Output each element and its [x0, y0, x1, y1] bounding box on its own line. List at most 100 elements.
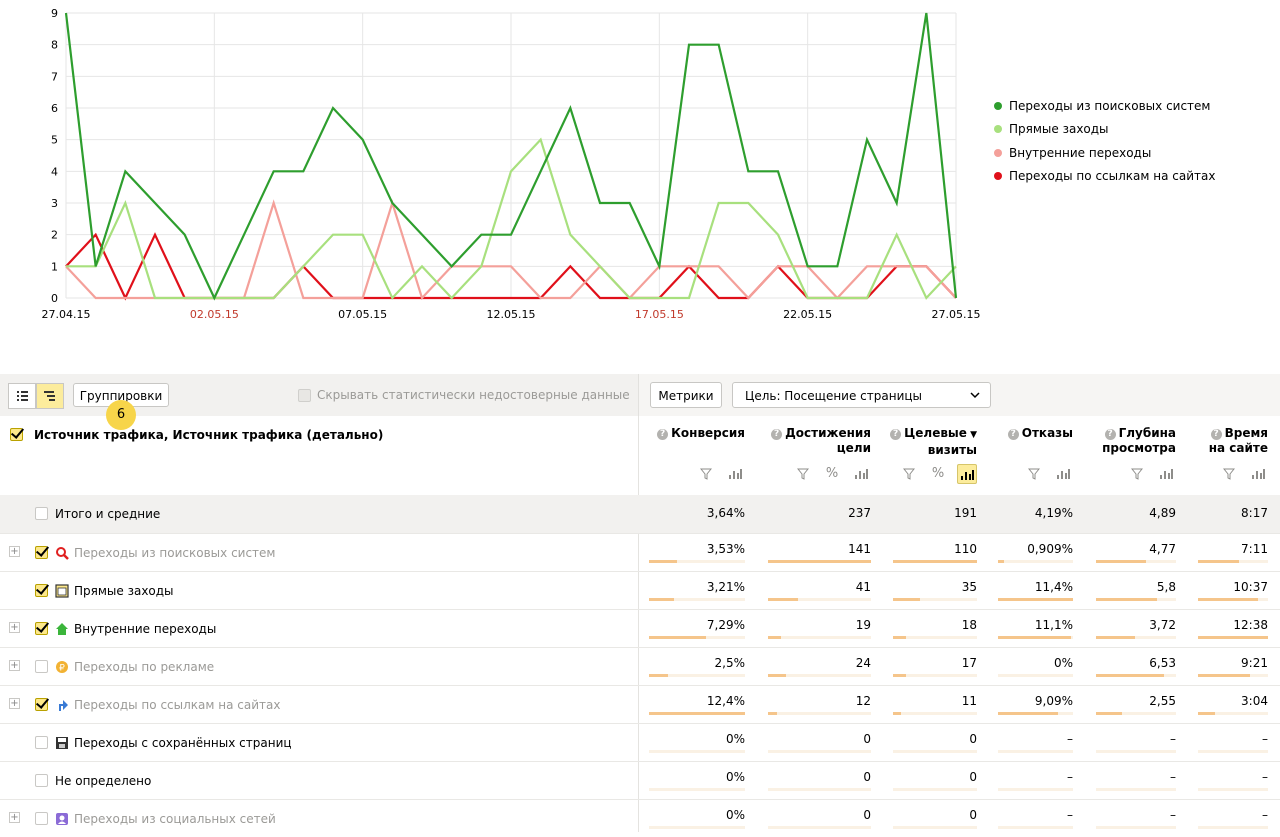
- share-bar: [998, 712, 1073, 715]
- expand-button[interactable]: +: [9, 812, 20, 823]
- bar-chart-icon[interactable]: [957, 464, 977, 484]
- share-bar-fill: [1198, 560, 1239, 563]
- legend-item[interactable]: Переходы из поисковых систем: [994, 94, 1215, 118]
- metric-value: 12:38: [1233, 618, 1268, 632]
- share-bar: [998, 598, 1073, 601]
- row-label[interactable]: Переходы по ссылкам на сайтах: [74, 697, 281, 712]
- expand-button[interactable]: +: [9, 622, 20, 633]
- percent-icon[interactable]: %: [825, 466, 839, 481]
- row-checkbox[interactable]: [35, 584, 48, 597]
- share-bar-fill: [649, 712, 745, 715]
- column-divider: [638, 416, 639, 832]
- metric-value: 0%: [725, 808, 745, 822]
- table-row[interactable]: + Внутренние переходы 7,29% 19 18 11,1% 3,72 12…: [0, 609, 1280, 647]
- row-label[interactable]: Переходы из социальных сетей: [74, 811, 276, 826]
- share-bar: [649, 674, 745, 677]
- bar-chart-icon[interactable]: [1248, 464, 1268, 484]
- metric-value: 141: [848, 542, 871, 556]
- expand-button[interactable]: +: [9, 546, 20, 557]
- help-icon[interactable]: ?: [771, 429, 783, 440]
- metric-header[interactable]: ? Достижения цели: [771, 426, 871, 456]
- metric-header[interactable]: ? Целевые ▼ визиты: [890, 426, 977, 458]
- metric-value: 11: [961, 694, 977, 708]
- help-icon[interactable]: ?: [1007, 429, 1019, 440]
- goal-select[interactable]: Цель: Посещение страницы контактов: [732, 382, 991, 429]
- help-icon[interactable]: ?: [657, 429, 669, 440]
- row-checkbox[interactable]: [35, 660, 48, 673]
- metric-value: 11,1%: [1034, 618, 1073, 632]
- legend-label: Переходы из поисковых систем: [1009, 98, 1211, 113]
- filter-icon[interactable]: [793, 464, 813, 484]
- row-label-cell: Не определено: [35, 762, 151, 799]
- filter-icon[interactable]: [1024, 464, 1044, 484]
- x-tick-label: 27.04.15: [42, 308, 91, 321]
- list-view-button[interactable]: [8, 383, 36, 409]
- row-checkbox[interactable]: [35, 507, 48, 520]
- bar-chart-icon[interactable]: [851, 464, 871, 484]
- legend-label: Переходы по ссылкам на сайтах: [1009, 169, 1216, 184]
- metric-header[interactable]: ? Отказы: [1007, 426, 1073, 441]
- dimension-header: Источник трафика, Источник трафика (дета…: [34, 428, 384, 442]
- share-bar: [1198, 788, 1268, 791]
- totals-row[interactable]: Итого и средние 3,64% 237 191 4,19% 4,89 8:17: [0, 495, 1280, 533]
- table-row[interactable]: + Переходы по ссылкам на сайтах 12,4% 12 11 9…: [0, 685, 1280, 723]
- help-icon[interactable]: ?: [890, 429, 902, 440]
- legend-item[interactable]: Прямые заходы: [994, 118, 1215, 142]
- metric-value: –: [1170, 732, 1176, 746]
- row-label[interactable]: Переходы из поисковых систем: [74, 545, 276, 560]
- table-row[interactable]: Прямые заходы 3,21% 41 35 11,4% 5,8 10:37: [0, 571, 1280, 609]
- row-checkbox[interactable]: [35, 736, 48, 749]
- share-bar: [649, 826, 745, 829]
- row-checkbox[interactable]: [35, 698, 48, 711]
- share-bar: [768, 636, 871, 639]
- metric-header[interactable]: ? Конверсия: [657, 426, 745, 441]
- row-checkbox[interactable]: [35, 546, 48, 559]
- filter-icon[interactable]: [1127, 464, 1147, 484]
- table-row[interactable]: + ₽ Переходы по рекламе 2,5% 24 17 0% 6,53 9:21: [0, 647, 1280, 685]
- hide-unreliable-toggle[interactable]: Скрывать статистически недостоверные дан…: [298, 388, 630, 402]
- share-bar: [649, 560, 745, 563]
- metric-value: 0%: [725, 732, 745, 746]
- row-checkbox[interactable]: [35, 812, 48, 825]
- help-icon[interactable]: ?: [1210, 429, 1222, 440]
- expand-button[interactable]: +: [9, 698, 20, 709]
- filter-icon[interactable]: [696, 464, 716, 484]
- share-bar-fill: [893, 598, 920, 601]
- table-row[interactable]: + Переходы из социальных сетей 0% 0 0 – – –: [0, 799, 1280, 837]
- hide-unreliable-label: Скрывать статистически недостоверные дан…: [317, 388, 630, 402]
- series-line: [64, 12, 958, 301]
- bar-chart-icon[interactable]: [1053, 464, 1073, 484]
- legend-marker: [994, 148, 1002, 157]
- metric-header[interactable]: ? Глубина просмотра: [1102, 426, 1176, 456]
- hide-unreliable-checkbox[interactable]: [298, 388, 311, 402]
- bar-chart-icon[interactable]: [725, 464, 745, 484]
- filter-icon[interactable]: [1219, 464, 1239, 484]
- tree-view-button[interactable]: [36, 383, 64, 409]
- groupings-count-badge: 6: [106, 400, 136, 430]
- row-label-cell: Переходы из социальных сетей: [35, 800, 276, 837]
- select-all-checkbox[interactable]: [10, 428, 23, 441]
- share-bar-fill: [1096, 636, 1136, 639]
- share-bar: [649, 788, 745, 791]
- row-checkbox[interactable]: [35, 622, 48, 635]
- metric-header[interactable]: ? Время на сайте: [1209, 426, 1268, 456]
- row-label[interactable]: Переходы по рекламе: [74, 659, 215, 674]
- legend-item[interactable]: Переходы по ссылкам на сайтах: [994, 165, 1215, 189]
- metric-value: 7:11: [1241, 542, 1268, 556]
- row-checkbox[interactable]: [35, 774, 48, 787]
- table-row[interactable]: Переходы с сохранённых страниц 0% 0 0 – – –: [0, 723, 1280, 761]
- metric-value: –: [1067, 808, 1073, 822]
- share-bar: [768, 560, 871, 563]
- help-icon[interactable]: ?: [1104, 429, 1116, 440]
- metrics-button[interactable]: Метрики: [650, 382, 722, 408]
- table-row[interactable]: Не определено 0% 0 0 – – –: [0, 761, 1280, 799]
- expand-button[interactable]: +: [9, 660, 20, 671]
- share-bar: [1198, 674, 1268, 677]
- row-label-cell: ₽ Переходы по рекламе: [35, 648, 214, 685]
- legend-item[interactable]: Внутренние переходы: [994, 141, 1215, 165]
- table-row[interactable]: + Переходы из поисковых систем 3,53% 141 110…: [0, 533, 1280, 571]
- filter-icon[interactable]: [899, 464, 919, 484]
- percent-icon[interactable]: %: [931, 466, 945, 481]
- bar-chart-icon[interactable]: [1156, 464, 1176, 484]
- share-bar: [893, 826, 977, 829]
